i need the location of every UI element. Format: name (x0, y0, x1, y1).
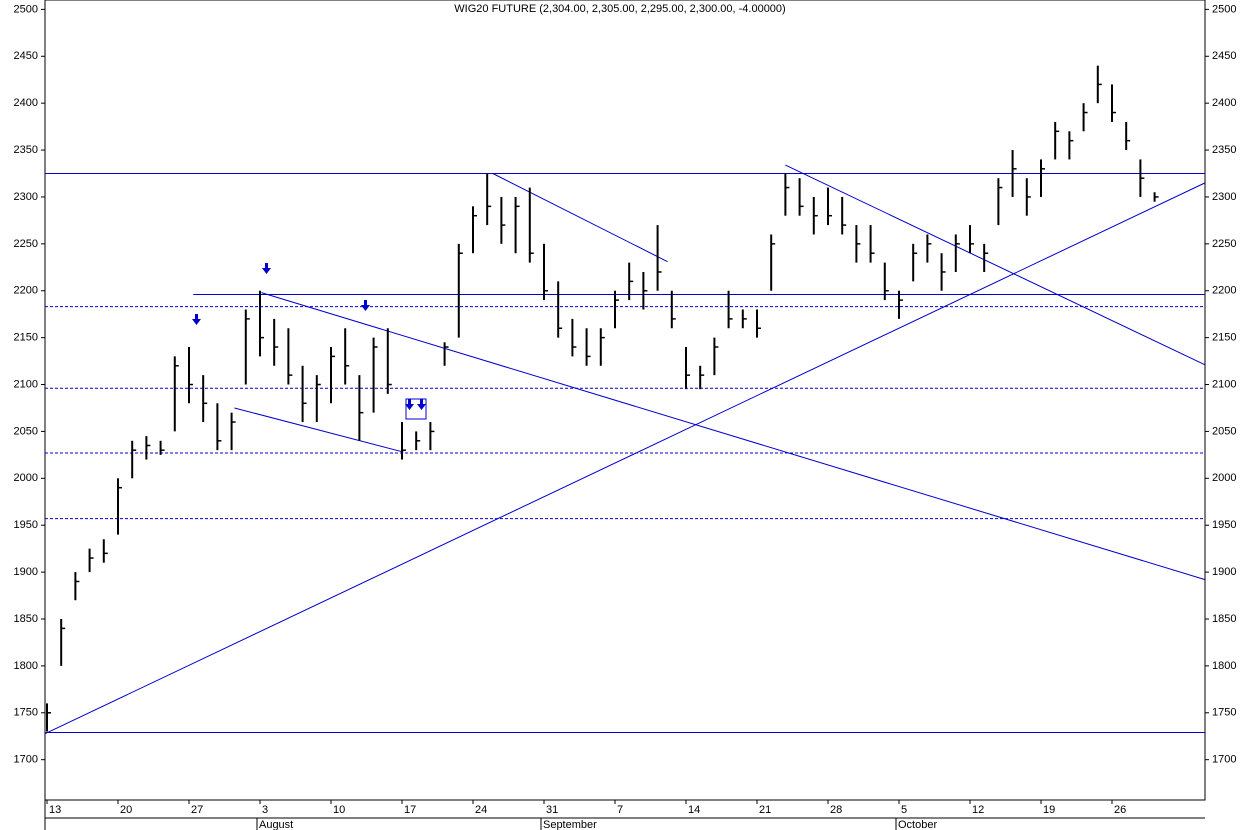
x-tick-label: 21 (759, 804, 771, 816)
trend-line (492, 173, 668, 263)
y-tick-label: 2200 (14, 285, 38, 297)
x-tick-label: 3 (262, 804, 268, 816)
x-tick-label: 20 (120, 804, 132, 816)
y-tick-label: 1750 (14, 707, 38, 719)
x-tick-label: 7 (617, 804, 623, 816)
y-tick-label: 1850 (1212, 613, 1236, 625)
y-tick-label: 2100 (14, 378, 38, 390)
trend-line (261, 292, 1206, 581)
x-tick-label: 12 (972, 804, 984, 816)
y-tick-label: 2300 (14, 191, 38, 203)
x-tick-label: 26 (1114, 804, 1126, 816)
annotation-box (405, 398, 427, 420)
y-tick-label: 2000 (1212, 472, 1236, 484)
arrow (405, 399, 414, 410)
y-tick-label: 2400 (14, 97, 38, 109)
y-tick-label: 1950 (14, 519, 38, 531)
y-tick-label: 1900 (14, 566, 38, 578)
month-label: September (543, 819, 597, 830)
y-tick-label: 2050 (14, 425, 38, 437)
y-tick-label: 2300 (1212, 191, 1236, 203)
y-tick-label: 2400 (1212, 97, 1236, 109)
y-tick-label: 1950 (1212, 519, 1236, 531)
y-tick-label: 1750 (1212, 707, 1236, 719)
y-tick-label: 2000 (14, 472, 38, 484)
y-tick-label: 2350 (14, 144, 38, 156)
chart-title: WIG20 FUTURE (2,304.00, 2,305.00, 2,295.… (454, 3, 785, 15)
y-tick-label: 1800 (1212, 660, 1236, 672)
arrow (192, 314, 201, 325)
trend-line (785, 164, 1206, 366)
x-tick-label: 14 (688, 804, 700, 816)
x-tick-label: 24 (475, 804, 487, 816)
y-tick-label: 1700 (14, 754, 38, 766)
trend-line (45, 182, 1206, 734)
y-tick-label: 2150 (14, 332, 38, 344)
y-tick-label: 2450 (1212, 50, 1236, 62)
y-tick-label: 2450 (14, 50, 38, 62)
y-tick-label: 2100 (1212, 378, 1236, 390)
y-tick-label: 1700 (1212, 754, 1236, 766)
y-tick-label: 2500 (14, 3, 38, 15)
y-tick-label: 2250 (1212, 238, 1236, 250)
x-tick-label: 28 (830, 804, 842, 816)
x-tick-label: 5 (901, 804, 907, 816)
arrow (361, 300, 370, 311)
x-tick-label: 31 (546, 804, 558, 816)
x-tick-label: 19 (1043, 804, 1055, 816)
x-tick-label: 13 (49, 804, 61, 816)
x-tick-label: 27 (191, 804, 203, 816)
y-tick-label: 2250 (14, 238, 38, 250)
month-label: August (259, 819, 293, 830)
y-tick-label: 1800 (14, 660, 38, 672)
y-tick-label: 2050 (1212, 425, 1236, 437)
x-tick-label: 17 (404, 804, 416, 816)
arrow (262, 263, 271, 274)
y-tick-label: 1900 (1212, 566, 1236, 578)
trend-line (234, 407, 404, 453)
arrow (417, 399, 426, 410)
y-tick-label: 2350 (1212, 144, 1236, 156)
annotations (192, 263, 427, 420)
y-tick-label: 2200 (1212, 285, 1236, 297)
y-tick-label: 2500 (1212, 3, 1236, 15)
y-tick-label: 2150 (1212, 332, 1236, 344)
month-label: October (898, 819, 937, 830)
y-tick-label: 1850 (14, 613, 38, 625)
plot-frame (44, 0, 1206, 801)
x-tick-label: 10 (333, 804, 345, 816)
